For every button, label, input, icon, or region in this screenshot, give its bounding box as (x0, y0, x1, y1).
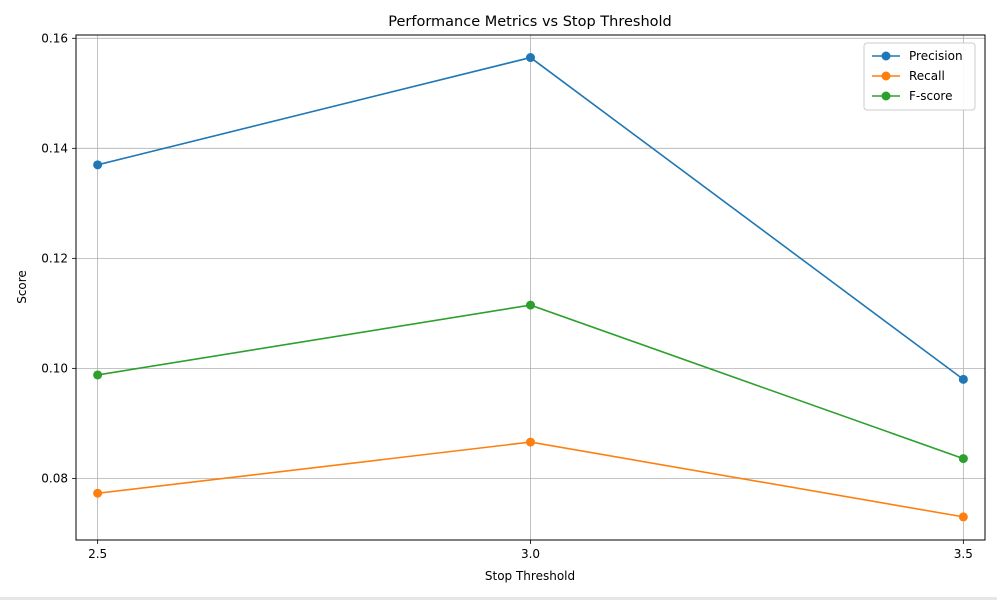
legend-box (863, 42, 976, 111)
y-axis: 0.08 0.10 0.12 0.14 0.16 (41, 31, 76, 485)
legend-label-recall: Recall (909, 69, 945, 83)
legend-item-f-score: F-score (872, 89, 952, 103)
data-point-recall (958, 512, 968, 522)
legend-label-f-score: F-score (909, 89, 952, 103)
data-point-f-score (526, 300, 535, 310)
series-precision (93, 53, 968, 384)
legend-item-precision: Precision (872, 49, 963, 63)
y-tick-label: 0.12 (41, 251, 68, 265)
legend-marker-recall (881, 71, 891, 81)
data-point-recall (93, 488, 103, 498)
legend-marker-f-score (881, 91, 891, 101)
legend-item-recall: Recall (872, 69, 945, 83)
chart-title: Performance Metrics vs Stop Threshold (388, 14, 672, 30)
data-point-precision (526, 53, 535, 63)
x-tick-label: 3.0 (521, 547, 540, 561)
series-recall (93, 437, 968, 522)
series-f-score (93, 300, 968, 464)
series-layer (93, 53, 968, 522)
y-tick-label: 0.08 (41, 471, 68, 485)
x-tick-label: 3.5 (954, 547, 973, 561)
data-point-precision (958, 374, 968, 384)
window-bottom-edge (0, 597, 997, 600)
legend: Precision Recall F-score (863, 42, 976, 111)
legend-marker-precision (881, 51, 891, 61)
y-axis-title: Score (15, 270, 29, 304)
y-tick-label: 0.14 (41, 141, 68, 155)
x-tick-label: 2.5 (88, 547, 107, 561)
data-point-recall (526, 437, 535, 447)
legend-label-precision: Precision (909, 49, 963, 63)
data-point-f-score (93, 370, 103, 380)
y-tick-label: 0.16 (41, 31, 68, 45)
data-point-f-score (958, 454, 968, 464)
y-tick-label: 0.10 (41, 361, 68, 375)
data-point-precision (93, 160, 103, 170)
x-axis: 2.5 3.0 3.5 (88, 540, 973, 561)
x-axis-title: Stop Threshold (485, 569, 575, 583)
